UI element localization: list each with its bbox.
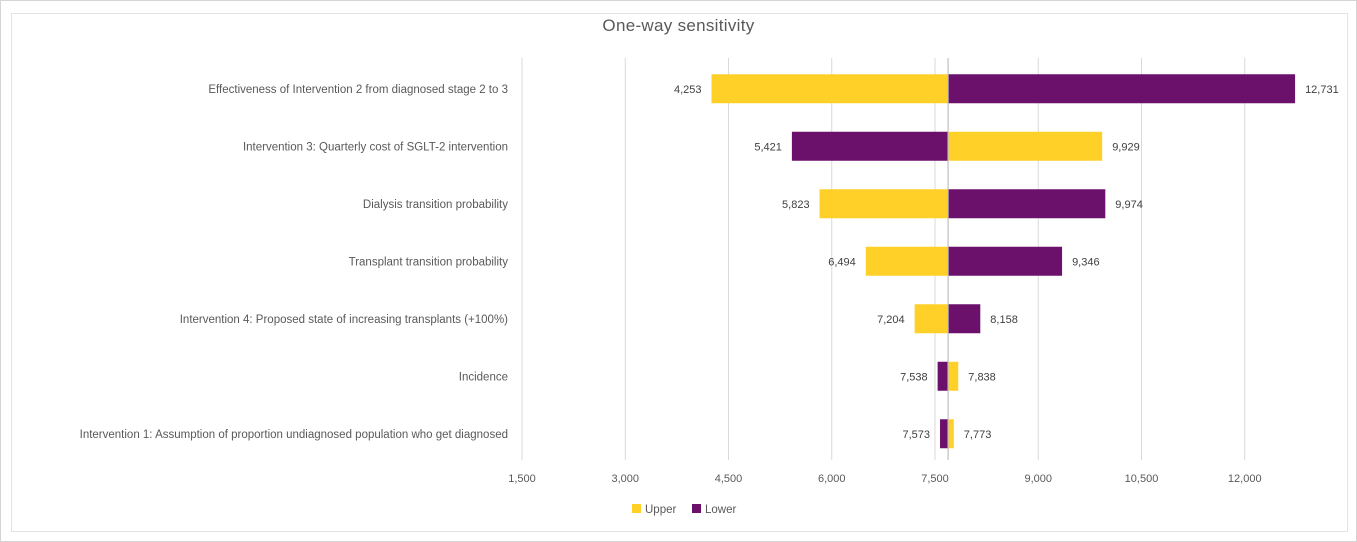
- bar-lower-6: [940, 419, 949, 449]
- category-label-6: Intervention 1: Assumption of proportion…: [80, 429, 508, 441]
- bars: [711, 74, 1296, 449]
- x-tick-label-3: 6,000: [818, 473, 846, 485]
- data-label-upper-3: 6,494: [828, 256, 856, 268]
- data-label-upper-0: 4,253: [674, 84, 702, 96]
- x-tick-label-4: 7,500: [921, 473, 949, 485]
- data-labels: 4,253 12,731 9,929 5,421 5,823 9,974 6,494 9,34…: [674, 84, 1339, 441]
- data-label-lower-5: 7,538: [900, 371, 928, 383]
- bar-lower-2: [948, 189, 1106, 219]
- bar-upper-6: [948, 419, 954, 449]
- x-tick-label-6: 10,500: [1125, 473, 1159, 485]
- legend-swatch-upper: [632, 504, 641, 513]
- x-tick-label-7: 12,000: [1228, 473, 1262, 485]
- bar-upper-2: [819, 189, 949, 219]
- bar-lower-1: [791, 131, 949, 161]
- data-label-upper-2: 5,823: [782, 199, 810, 211]
- legend: Upper Lower: [632, 504, 736, 516]
- bar-lower-4: [948, 304, 981, 334]
- category-label-0: Effectiveness of Intervention 2 from dia…: [208, 84, 508, 96]
- x-tick-label-1: 3,000: [611, 473, 639, 485]
- data-label-upper-4: 7,204: [877, 314, 905, 326]
- bar-upper-3: [865, 246, 949, 276]
- bar-lower-3: [948, 246, 1063, 276]
- bar-lower-5: [937, 361, 949, 391]
- bar-upper-0: [711, 74, 949, 104]
- chart-area-border: [11, 13, 1348, 532]
- chart-title: One-way sensitivity: [602, 16, 755, 35]
- x-tick-label-5: 9,000: [1024, 473, 1052, 485]
- bar-upper-5: [948, 361, 959, 391]
- data-label-upper-6: 7,773: [964, 429, 992, 441]
- data-label-upper-5: 7,838: [968, 371, 996, 383]
- category-label-4: Intervention 4: Proposed state of increa…: [180, 314, 508, 326]
- data-label-lower-1: 5,421: [754, 141, 782, 153]
- legend-swatch-lower: [692, 504, 701, 513]
- category-labels: Effectiveness of Intervention 2 from dia…: [80, 84, 509, 441]
- category-label-1: Intervention 3: Quarterly cost of SGLT-2…: [243, 141, 508, 153]
- bar-lower-0: [948, 74, 1296, 104]
- category-label-3: Transplant transition probability: [349, 256, 509, 268]
- x-tick-label-2: 4,500: [715, 473, 743, 485]
- bar-upper-1: [948, 131, 1103, 161]
- data-label-upper-1: 9,929: [1112, 141, 1140, 153]
- category-label-5: Incidence: [459, 371, 508, 383]
- data-label-lower-6: 7,573: [902, 429, 930, 441]
- data-label-lower-4: 8,158: [990, 314, 1018, 326]
- category-label-2: Dialysis transition probability: [363, 199, 508, 211]
- data-label-lower-2: 9,974: [1115, 199, 1143, 211]
- data-label-lower-3: 9,346: [1072, 256, 1100, 268]
- x-tick-label-0: 1,500: [508, 473, 536, 485]
- legend-label-lower: Lower: [705, 504, 736, 516]
- data-label-lower-0: 12,731: [1305, 84, 1339, 96]
- x-axis-tick-labels: 1,500 3,000 4,500 6,000 7,500 9,000 10,500 12,0…: [508, 473, 1261, 485]
- bar-upper-4: [914, 304, 949, 334]
- legend-label-upper: Upper: [645, 504, 676, 516]
